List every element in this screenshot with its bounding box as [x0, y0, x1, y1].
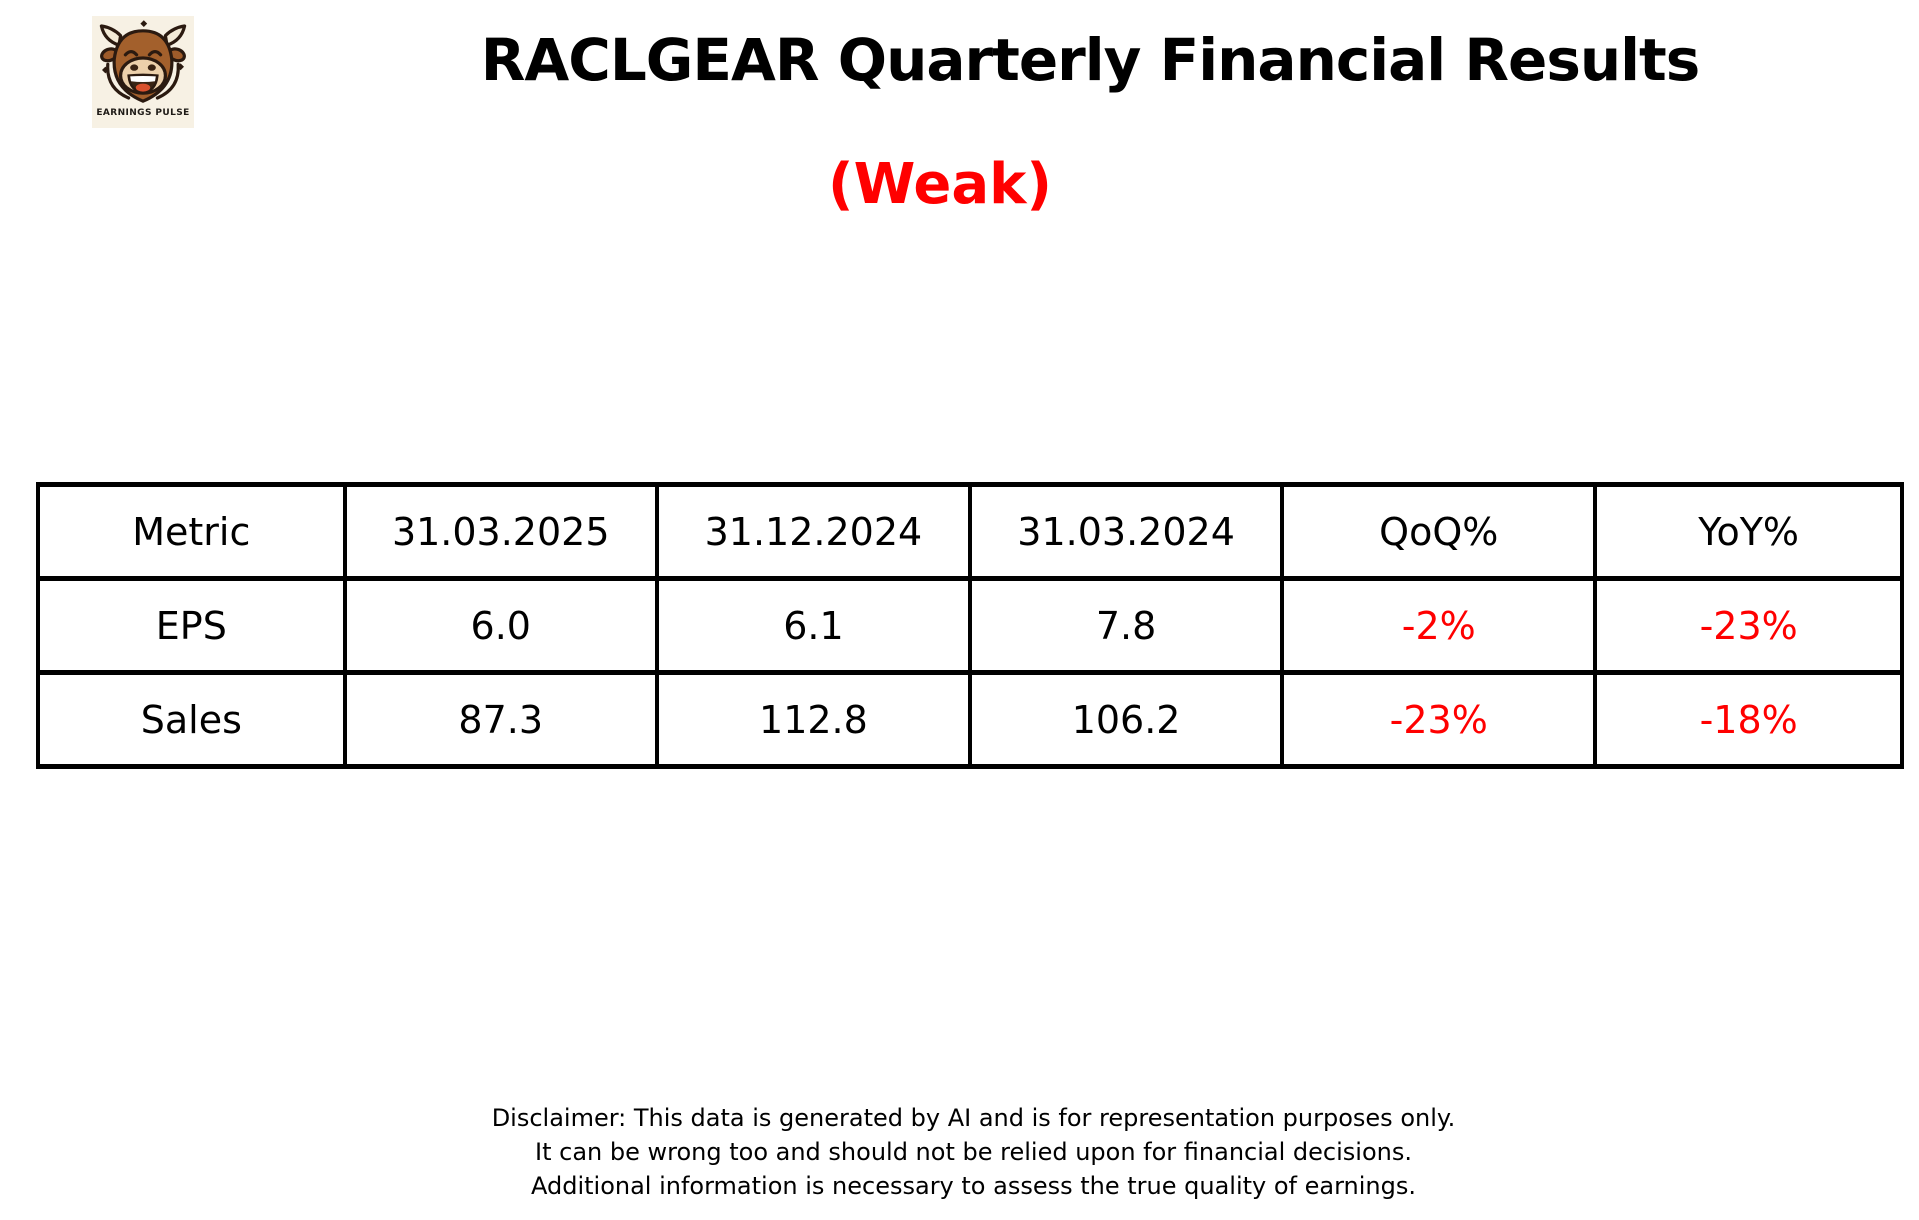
table-header-row: Metric 31.03.2025 31.12.2024 31.03.2024 …: [36, 482, 1904, 581]
sales-prev-year: 106.2: [967, 670, 1285, 769]
eps-yoy-change: -23%: [1593, 576, 1904, 675]
disclaimer-line-3: Additional information is necessary to a…: [530, 1172, 1416, 1200]
bull-icon: [99, 20, 187, 103]
disclaimer-line-1: Disclaimer: This data is generated by AI…: [491, 1104, 1456, 1132]
disclaimer-text: Disclaimer: This data is generated by AI…: [14, 1101, 1919, 1203]
sales-yoy-change: -18%: [1593, 670, 1904, 769]
col-header-metric: Metric: [36, 482, 347, 581]
metric-label: Sales: [36, 670, 347, 769]
col-header-period-2: 31.12.2024: [654, 482, 972, 581]
eps-prev-quarter: 6.1: [654, 576, 972, 675]
sales-prev-quarter: 112.8: [654, 670, 972, 769]
col-header-period-3: 31.03.2024: [967, 482, 1285, 581]
col-header-period-1: 31.03.2025: [342, 482, 659, 581]
col-header-yoy: YoY%: [1593, 482, 1904, 581]
sales-qoq-change: -23%: [1280, 670, 1598, 769]
quarterly-results-table: Metric 31.03.2025 31.12.2024 31.03.2024 …: [36, 482, 1904, 769]
metric-label: EPS: [36, 576, 347, 675]
page-title: RACLGEAR Quarterly Financial Results: [480, 26, 1701, 94]
eps-qoq-change: -2%: [1280, 576, 1598, 675]
sales-current: 87.3: [342, 670, 659, 769]
disclaimer-line-2: It can be wrong too and should not be re…: [535, 1138, 1412, 1166]
eps-current: 6.0: [342, 576, 659, 675]
col-header-qoq: QoQ%: [1280, 482, 1598, 581]
verdict-subtitle: (Weak): [828, 152, 1052, 217]
eps-prev-year: 7.8: [967, 576, 1285, 675]
logo-wordmark: EARNINGS PULSE: [96, 108, 190, 118]
earnings-pulse-logo: EARNINGS PULSE: [92, 16, 194, 128]
table-row-sales: Sales 87.3 112.8 106.2 -23% -18%: [36, 670, 1904, 769]
table-row-eps: EPS 6.0 6.1 7.8 -2% -23%: [36, 576, 1904, 675]
